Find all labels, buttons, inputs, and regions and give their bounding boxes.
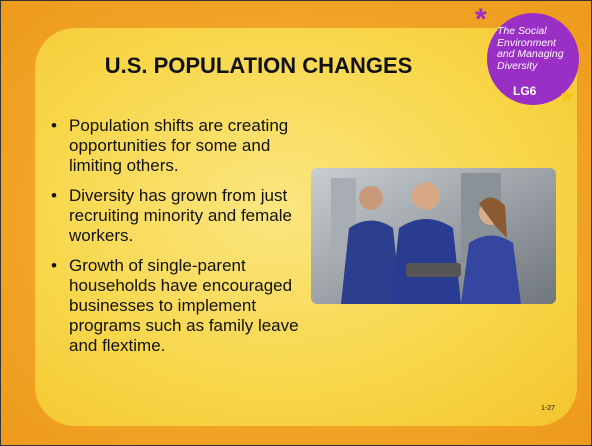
badge [487, 13, 579, 105]
bullet: Population shifts are creating opportuni… [51, 116, 316, 176]
badge-text: The Social Environment and Managing Dive… [497, 25, 575, 72]
badge-line: The Social [497, 25, 547, 37]
bullet: Growth of single-parent households have … [51, 256, 316, 356]
badge-line: Diversity [497, 59, 538, 72]
badge-line: Environment [497, 36, 556, 49]
page-number: 1-27 [541, 405, 556, 412]
asterisk: * [475, 3, 487, 36]
bullet: Diversity has grown from just recruiting… [51, 186, 316, 246]
badge-tag: LG6 [513, 84, 537, 98]
photo [311, 168, 556, 304]
slide-title: U.S. POPULATION CHANGES [104, 53, 413, 78]
asterisk: * [561, 85, 573, 118]
bullet-list: Population shifts are creating opportuni… [51, 116, 316, 366]
badge-line: and Managing [497, 48, 564, 60]
